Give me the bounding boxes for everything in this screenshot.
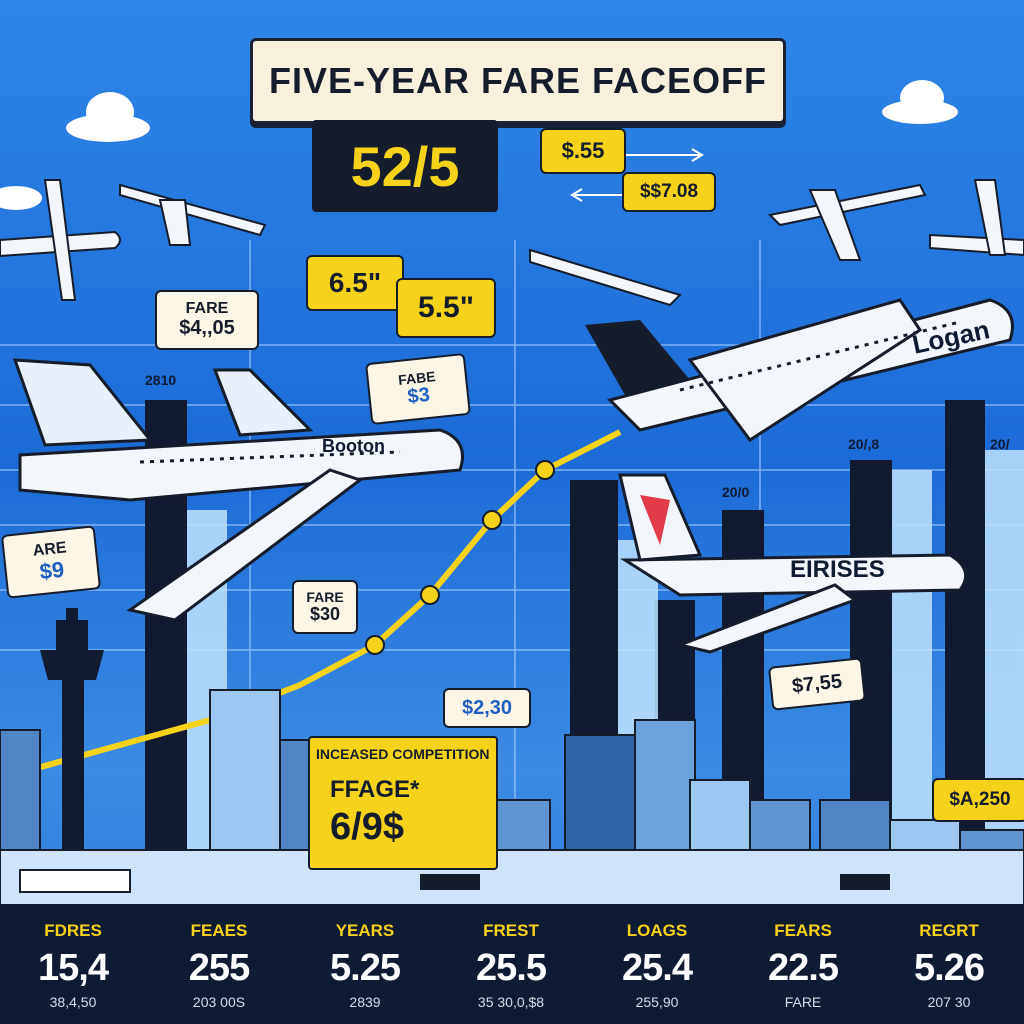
airplane-icon: [0, 179, 1024, 654]
control-tower-icon: [40, 608, 104, 860]
competition-label: FFAGE*: [330, 776, 420, 803]
stat-7-value: 5.26: [914, 947, 985, 989]
stat-1-sub: 38,4,50: [49, 994, 97, 1010]
fare-tag-4-label: FARE: [306, 589, 344, 606]
mid-tag-b: 5.5": [396, 278, 496, 338]
top-tag-b: $$7.08: [622, 172, 716, 212]
stat-1-value: 15,4: [38, 947, 109, 989]
stat-2: FEAES 255 203 00S: [146, 905, 292, 1010]
top-tag-a: $.55: [540, 128, 626, 174]
stat-3-label: YEARS: [335, 921, 395, 940]
page-title: FIVE-YEAR FARE FACEOFF: [268, 60, 768, 101]
year-label-d: 20/: [990, 436, 1010, 452]
stat-5: LOAGS 25.4 255,90: [584, 905, 730, 1010]
stat-3-value: 5.25: [330, 947, 401, 989]
stat-4: FREST 25.5 35 30,0,$8: [438, 905, 584, 1010]
plane-label-eirises: EIRISES: [790, 556, 885, 583]
stat-5-value: 25.4: [622, 947, 693, 989]
stat-6: FEARS 22.5 FARE: [730, 905, 876, 1010]
stat-3-sub: 2839: [349, 994, 381, 1010]
mid-tag-a-value: 6.5": [328, 267, 382, 298]
stat-7: REGRT 5.26 207 30: [876, 905, 1022, 1010]
fare-tag-3-value: $9: [38, 556, 66, 585]
fare-tag-4-value: $30: [309, 603, 341, 624]
title-banner: FIVE-YEAR FARE FACEOFF: [250, 38, 786, 124]
fare-tag-1-value: $4,,05: [179, 316, 235, 339]
year-label-b: 20/0: [722, 484, 750, 500]
stat-6-sub: FARE: [784, 994, 822, 1010]
stat-1-label: FDRES: [44, 921, 102, 940]
stat-6-label: FEARS: [774, 921, 832, 940]
fare-tag-4: FARE $30: [292, 580, 358, 634]
mid-tag-a: 6.5": [306, 255, 404, 311]
mid-tag-b-value: 5.5": [418, 291, 474, 324]
competition-callout: INCEASED COMPETITION FFAGE* 6/9$: [308, 736, 498, 870]
top-tag-a-value: $.55: [561, 138, 605, 163]
fare-tag-3: ARE $9: [0, 525, 102, 599]
plane-label-boston: Booton: [322, 436, 385, 456]
stats-bar: FDRES 15,4 38,4,50 FEAES 255 203 00S YEA…: [0, 905, 1024, 1024]
stat-4-sub: 35 30,0,$8: [477, 994, 545, 1010]
price-tag-e: $A,250: [932, 778, 1024, 822]
stat-4-label: FREST: [483, 921, 539, 940]
stat-3: YEARS 5.25 2839: [292, 905, 438, 1010]
price-tag-d-value: $7,55: [790, 669, 843, 698]
stat-2-value: 255: [188, 947, 250, 989]
price-tag-c-value: $2,30: [461, 696, 513, 719]
fare-tag-1-label: FARE: [185, 300, 229, 318]
top-tag-b-value: $$7.08: [639, 181, 699, 202]
competition-heading: INCEASED COMPETITION: [316, 746, 490, 762]
fare-tag-2: FABE $3: [365, 352, 471, 426]
stat-5-sub: 255,90: [635, 994, 679, 1010]
year-label-c: 20/,8: [848, 436, 880, 452]
stat-7-label: REGRT: [919, 921, 979, 940]
stat-7-sub: 207 30: [927, 994, 971, 1010]
fare-tag-1: FARE $4,,05: [155, 290, 259, 350]
year-label-a: 2810: [145, 372, 177, 388]
price-tag-c: $2,30: [443, 688, 531, 728]
stat-1: FDRES 15,4 38,4,50: [0, 905, 146, 1010]
stat-4-value: 25.5: [476, 947, 547, 989]
stat-2-label: FEAES: [190, 921, 248, 940]
price-tag-e-value: $A,250: [949, 789, 1011, 810]
stat-2-sub: 203 00S: [192, 994, 246, 1010]
cloud-icon: [0, 80, 958, 210]
competition-value: 6/9$: [330, 806, 404, 848]
headline-value: 52/5: [350, 134, 460, 198]
stat-6-value: 22.5: [768, 947, 839, 989]
fare-tag-2-value: $3: [406, 383, 431, 408]
stat-5-label: LOAGS: [626, 921, 688, 940]
headline-box: 52/5: [312, 120, 498, 212]
